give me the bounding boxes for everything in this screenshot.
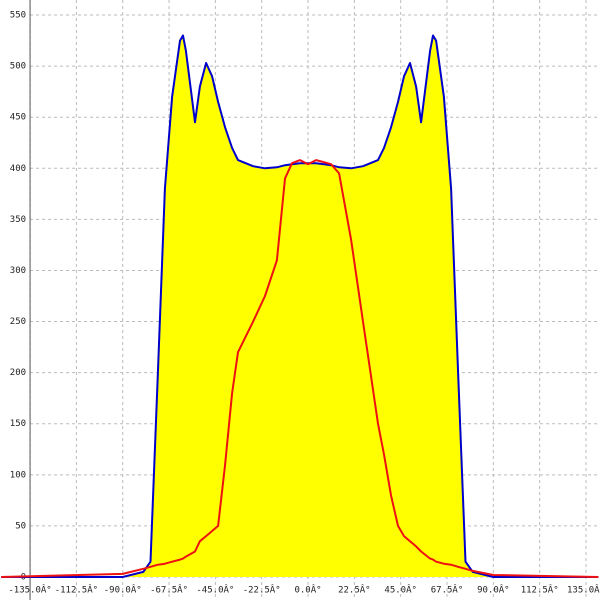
y-tick-label: 200 (10, 368, 26, 378)
x-tick-label: 135.0Â° (567, 584, 600, 596)
y-tick-label: 150 (10, 419, 26, 429)
x-tick-label: -45.0Â° (196, 584, 234, 596)
x-tick-label: 45.0Â° (384, 584, 417, 596)
x-tick-label: 67.5Â° (431, 584, 464, 596)
y-tick-label: 50 (15, 521, 26, 531)
y-tick-label: 550 (10, 11, 26, 21)
x-tick-label: -90.0Â° (104, 584, 142, 596)
x-tick-label: 22.5Â° (338, 584, 371, 596)
x-tick-label: -112.5Â° (55, 584, 98, 596)
x-tick-label: 0.0Â° (294, 584, 321, 596)
x-tick-label: 112.5Â° (521, 584, 559, 596)
x-tick-label: -22.5Â° (243, 584, 281, 596)
y-tick-label: 100 (10, 470, 26, 480)
x-tick-label: 90.0Â° (477, 584, 510, 596)
y-tick-label: 300 (10, 266, 26, 276)
y-tick-label: 350 (10, 215, 26, 225)
y-tick-label: 400 (10, 164, 26, 174)
y-tick-label: 250 (10, 317, 26, 327)
x-tick-label: -67.5Â° (150, 584, 188, 596)
y-tick-label: 450 (10, 113, 26, 123)
series-line (1, 159, 599, 578)
y-tick-label: 500 (10, 62, 26, 72)
